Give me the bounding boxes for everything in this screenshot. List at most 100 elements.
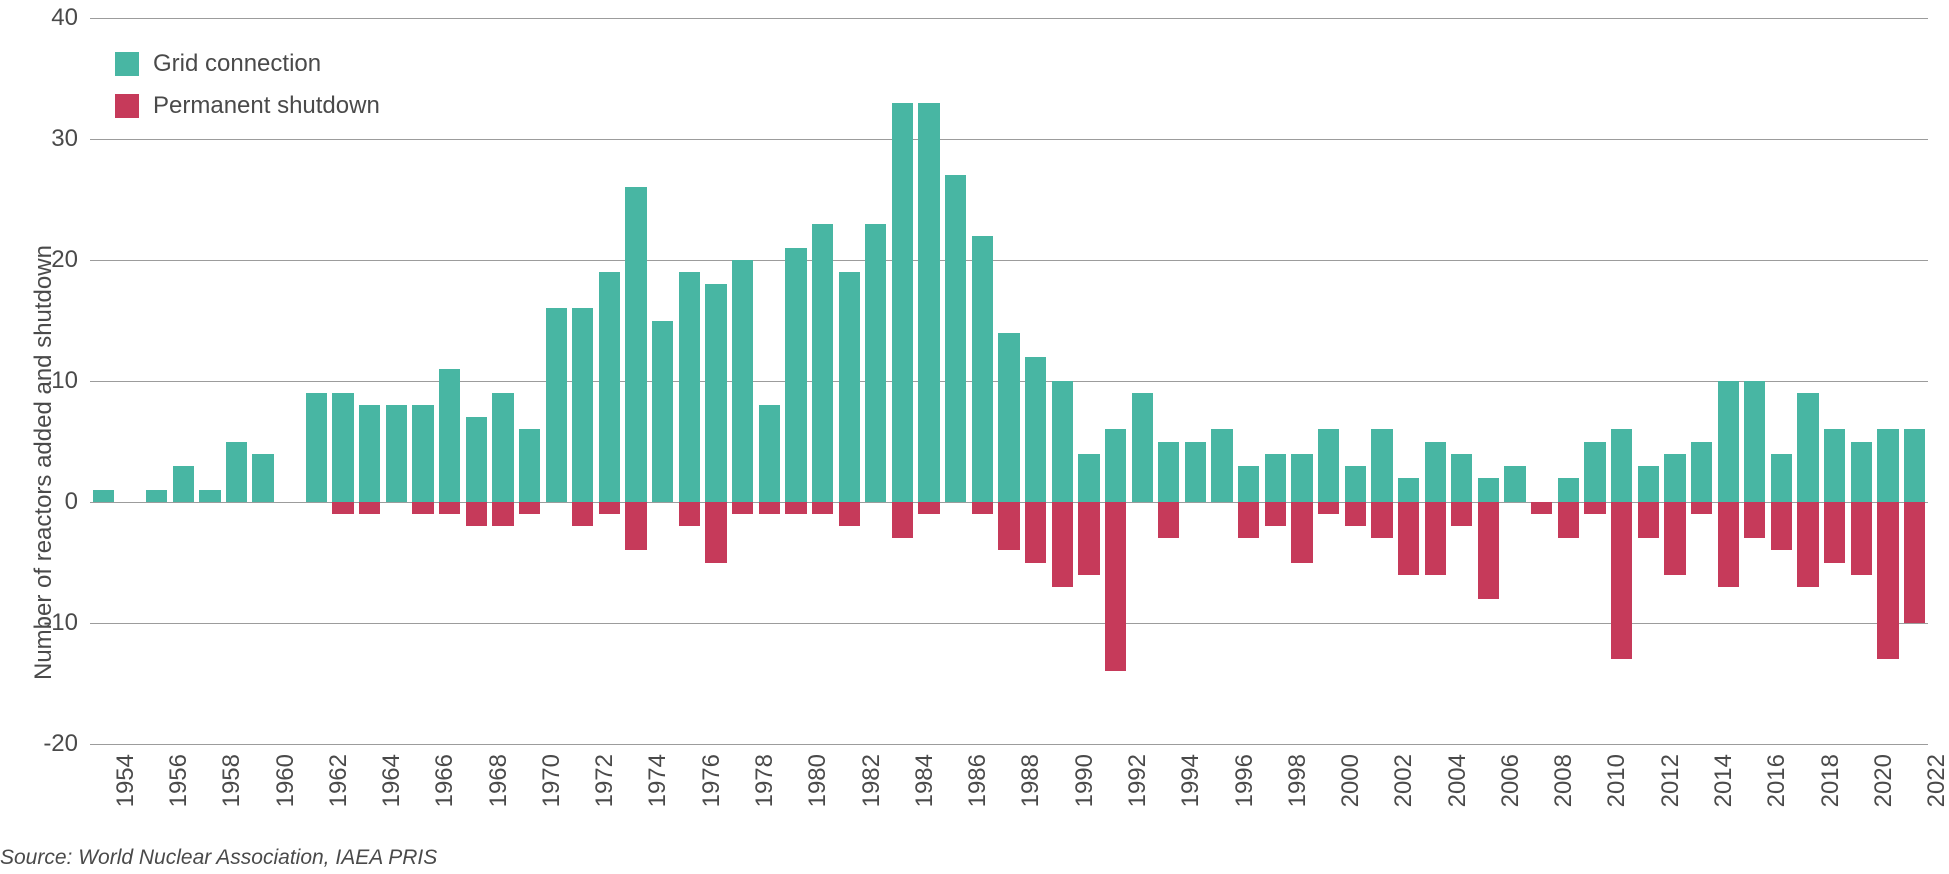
legend-swatch-permanent-shutdown (115, 94, 139, 118)
bar-grid-connection (199, 490, 220, 502)
bar-permanent-shutdown (412, 502, 433, 514)
bar-grid-connection (1851, 442, 1872, 503)
y-tick-label: 40 (18, 4, 78, 32)
bar-permanent-shutdown (1371, 502, 1392, 538)
x-tick-label: 2000 (1337, 754, 1365, 807)
legend-item-grid-connection: Grid connection (115, 50, 380, 78)
bar-permanent-shutdown (1664, 502, 1685, 575)
x-tick-label: 2018 (1817, 754, 1845, 807)
bar-permanent-shutdown (1771, 502, 1792, 550)
bar-permanent-shutdown (785, 502, 806, 514)
bar-grid-connection (599, 272, 620, 502)
bar-grid-connection (572, 308, 593, 502)
x-tick-label: 1992 (1124, 754, 1152, 807)
bar-permanent-shutdown (1797, 502, 1818, 587)
bar-grid-connection (812, 224, 833, 502)
y-tick-label: 20 (18, 246, 78, 274)
legend-label-permanent-shutdown: Permanent shutdown (153, 92, 380, 120)
bar-grid-connection (466, 417, 487, 502)
bar-grid-connection (546, 308, 567, 502)
x-tick-label: 1994 (1177, 754, 1205, 807)
bar-permanent-shutdown (439, 502, 460, 514)
bar-grid-connection (439, 369, 460, 502)
legend: Grid connection Permanent shutdown (115, 50, 380, 120)
x-tick-label: 1988 (1017, 754, 1045, 807)
bar-permanent-shutdown (1158, 502, 1179, 538)
bar-grid-connection (918, 103, 939, 502)
x-tick-label: 2012 (1657, 754, 1685, 807)
bar-permanent-shutdown (918, 502, 939, 514)
legend-item-permanent-shutdown: Permanent shutdown (115, 92, 380, 120)
bar-permanent-shutdown (1718, 502, 1739, 587)
bar-grid-connection (839, 272, 860, 502)
bar-permanent-shutdown (892, 502, 913, 538)
bar-grid-connection (519, 429, 540, 502)
bar-grid-connection (1185, 442, 1206, 503)
bar-permanent-shutdown (1238, 502, 1259, 538)
bar-permanent-shutdown (572, 502, 593, 526)
bar-permanent-shutdown (972, 502, 993, 514)
legend-label-grid-connection: Grid connection (153, 50, 321, 78)
x-tick-label: 1968 (485, 754, 513, 807)
bar-grid-connection (652, 321, 673, 503)
x-tick-label: 1966 (431, 754, 459, 807)
bar-grid-connection (1744, 381, 1765, 502)
x-tick-label: 1956 (165, 754, 193, 807)
x-tick-label: 1998 (1284, 754, 1312, 807)
bar-grid-connection (1132, 393, 1153, 502)
bar-grid-connection (252, 454, 273, 502)
bar-grid-connection (173, 466, 194, 502)
bar-permanent-shutdown (466, 502, 487, 526)
bar-grid-connection (1425, 442, 1446, 503)
bar-permanent-shutdown (1345, 502, 1366, 526)
bar-grid-connection (892, 103, 913, 502)
bar-permanent-shutdown (359, 502, 380, 514)
bar-permanent-shutdown (1744, 502, 1765, 538)
bar-grid-connection (1371, 429, 1392, 502)
bar-permanent-shutdown (1052, 502, 1073, 587)
x-tick-label: 2020 (1870, 754, 1898, 807)
bar-grid-connection (1904, 429, 1925, 502)
x-tick-label: 1978 (751, 754, 779, 807)
bar-grid-connection (1158, 442, 1179, 503)
bar-grid-connection (1345, 466, 1366, 502)
bar-grid-connection (332, 393, 353, 502)
bar-grid-connection (1478, 478, 1499, 502)
bar-grid-connection (1025, 357, 1046, 502)
bar-permanent-shutdown (839, 502, 860, 526)
bar-permanent-shutdown (519, 502, 540, 514)
bar-grid-connection (705, 284, 726, 502)
bar-permanent-shutdown (1318, 502, 1339, 514)
x-tick-label: 2010 (1603, 754, 1631, 807)
bar-permanent-shutdown (1584, 502, 1605, 514)
bar-permanent-shutdown (1611, 502, 1632, 659)
x-tick-label: 1970 (538, 754, 566, 807)
x-tick-label: 1984 (911, 754, 939, 807)
bar-grid-connection (785, 248, 806, 502)
bar-grid-connection (1771, 454, 1792, 502)
gridline (90, 260, 1928, 261)
bar-grid-connection (1238, 466, 1259, 502)
bar-permanent-shutdown (732, 502, 753, 514)
bar-grid-connection (625, 187, 646, 502)
bar-grid-connection (1877, 429, 1898, 502)
x-tick-label: 2004 (1444, 754, 1472, 807)
x-tick-label: 1990 (1071, 754, 1099, 807)
bar-grid-connection (1052, 381, 1073, 502)
bar-permanent-shutdown (1531, 502, 1552, 514)
bar-permanent-shutdown (1851, 502, 1872, 575)
bar-grid-connection (1078, 454, 1099, 502)
x-tick-label: 1958 (218, 754, 246, 807)
bar-grid-connection (226, 442, 247, 503)
bar-permanent-shutdown (1478, 502, 1499, 599)
bar-grid-connection (1105, 429, 1126, 502)
bar-permanent-shutdown (1451, 502, 1472, 526)
bar-permanent-shutdown (1691, 502, 1712, 514)
bar-grid-connection (1638, 466, 1659, 502)
x-tick-label: 2008 (1550, 754, 1578, 807)
bar-grid-connection (386, 405, 407, 502)
x-tick-label: 1964 (378, 754, 406, 807)
bar-grid-connection (1664, 454, 1685, 502)
x-tick-label: 1960 (272, 754, 300, 807)
gridline (90, 623, 1928, 624)
